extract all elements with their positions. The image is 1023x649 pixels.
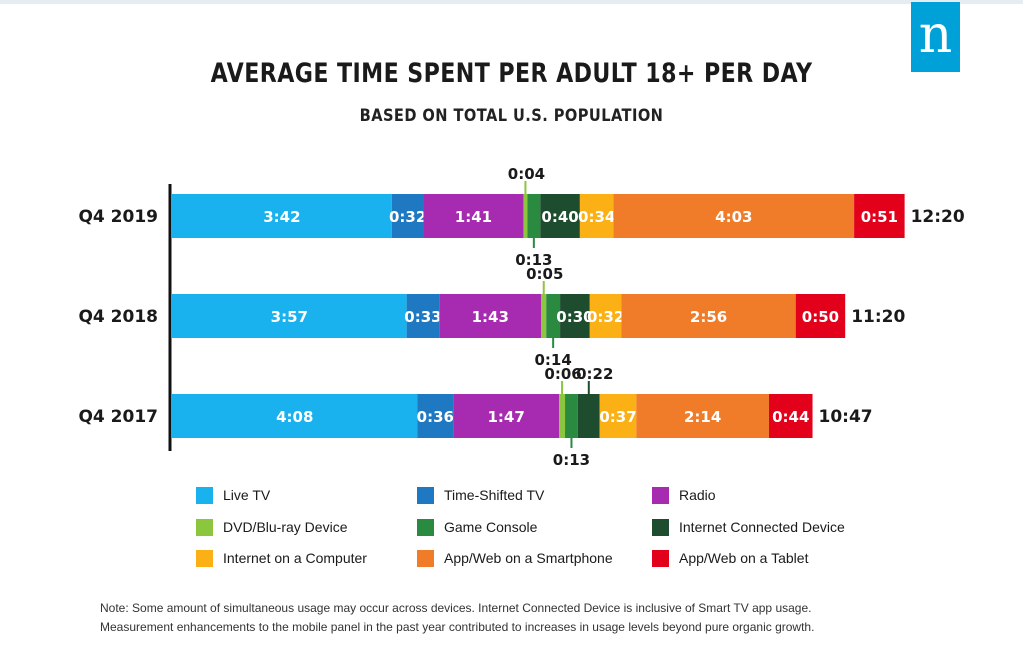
total-label: 12:20 bbox=[911, 207, 965, 227]
bar-segment bbox=[577, 394, 600, 438]
data-label: 0:05 bbox=[526, 265, 563, 283]
bar-segment bbox=[172, 294, 407, 338]
bar-segment bbox=[417, 394, 454, 438]
total-label: 10:47 bbox=[819, 407, 873, 427]
footnote-line: Measurement enhancements to the mobile p… bbox=[100, 620, 815, 634]
chart-subtitle: BASED ON TOTAL U.S. POPULATION bbox=[359, 106, 664, 126]
data-label: 2:56 bbox=[690, 308, 727, 326]
bar-segment bbox=[453, 394, 560, 438]
data-label: 0:22 bbox=[576, 365, 613, 383]
bar-segment bbox=[523, 194, 528, 238]
bar-segment bbox=[589, 294, 622, 338]
data-label: 3:57 bbox=[271, 308, 308, 326]
data-label: 0:13 bbox=[553, 451, 590, 469]
bar-segment bbox=[795, 294, 846, 338]
data-label: 0:50 bbox=[802, 308, 839, 326]
bar-segment bbox=[579, 194, 614, 238]
bar-segment bbox=[527, 194, 541, 238]
data-label: 0:30 bbox=[556, 308, 593, 326]
bar-segment bbox=[172, 194, 392, 238]
data-label: 0:04 bbox=[508, 165, 545, 183]
data-label: 0:40 bbox=[541, 208, 578, 226]
nielsen-logo: n bbox=[911, 2, 960, 72]
bar-segment bbox=[391, 194, 424, 238]
category-label: Q4 2017 bbox=[78, 407, 158, 427]
bar-segment bbox=[621, 294, 796, 338]
bar-segment bbox=[636, 394, 769, 438]
total-label: 11:20 bbox=[851, 307, 905, 327]
bar-segment bbox=[565, 394, 578, 438]
footnote: Note: Some amount of simultaneous usage … bbox=[100, 599, 960, 637]
data-label: 4:08 bbox=[276, 408, 313, 426]
top-rule bbox=[0, 0, 1023, 4]
data-label: 0:32 bbox=[587, 308, 624, 326]
category-label: Q4 2019 bbox=[78, 207, 158, 227]
bar-segment bbox=[541, 294, 547, 338]
bar-segment bbox=[854, 194, 905, 238]
chart-title: AVERAGE TIME SPENT PER ADULT 18+ PER DAY bbox=[210, 58, 813, 89]
data-label: 0:32 bbox=[389, 208, 426, 226]
data-label: 0:37 bbox=[599, 408, 636, 426]
bar-segment bbox=[423, 194, 524, 238]
data-label: 1:47 bbox=[487, 408, 524, 426]
bar-segment bbox=[540, 194, 580, 238]
bar-segment bbox=[768, 394, 813, 438]
data-label: 0:14 bbox=[534, 351, 571, 369]
bar-segment bbox=[560, 294, 590, 338]
data-label: 3:42 bbox=[263, 208, 300, 226]
bar-segment bbox=[546, 294, 561, 338]
footnote-line: Note: Some amount of simultaneous usage … bbox=[100, 601, 812, 615]
data-label: 0:51 bbox=[861, 208, 898, 226]
bar-segment bbox=[439, 294, 542, 338]
data-label: 0:06 bbox=[544, 365, 581, 383]
data-label: 2:14 bbox=[684, 408, 721, 426]
data-label: 4:03 bbox=[715, 208, 752, 226]
category-label: Q4 2018 bbox=[78, 307, 158, 327]
data-label: 1:43 bbox=[472, 308, 509, 326]
data-label: 0:13 bbox=[515, 251, 552, 269]
data-label: 0:34 bbox=[578, 208, 615, 226]
data-label: 0:44 bbox=[772, 408, 809, 426]
data-label: 0:36 bbox=[417, 408, 454, 426]
bar-segment bbox=[406, 294, 440, 338]
bar-segment bbox=[172, 394, 418, 438]
bar-segment bbox=[559, 394, 566, 438]
data-label: 0:33 bbox=[404, 308, 441, 326]
data-label: 1:41 bbox=[455, 208, 492, 226]
bar-segment bbox=[613, 194, 855, 238]
bar-segment bbox=[599, 394, 637, 438]
